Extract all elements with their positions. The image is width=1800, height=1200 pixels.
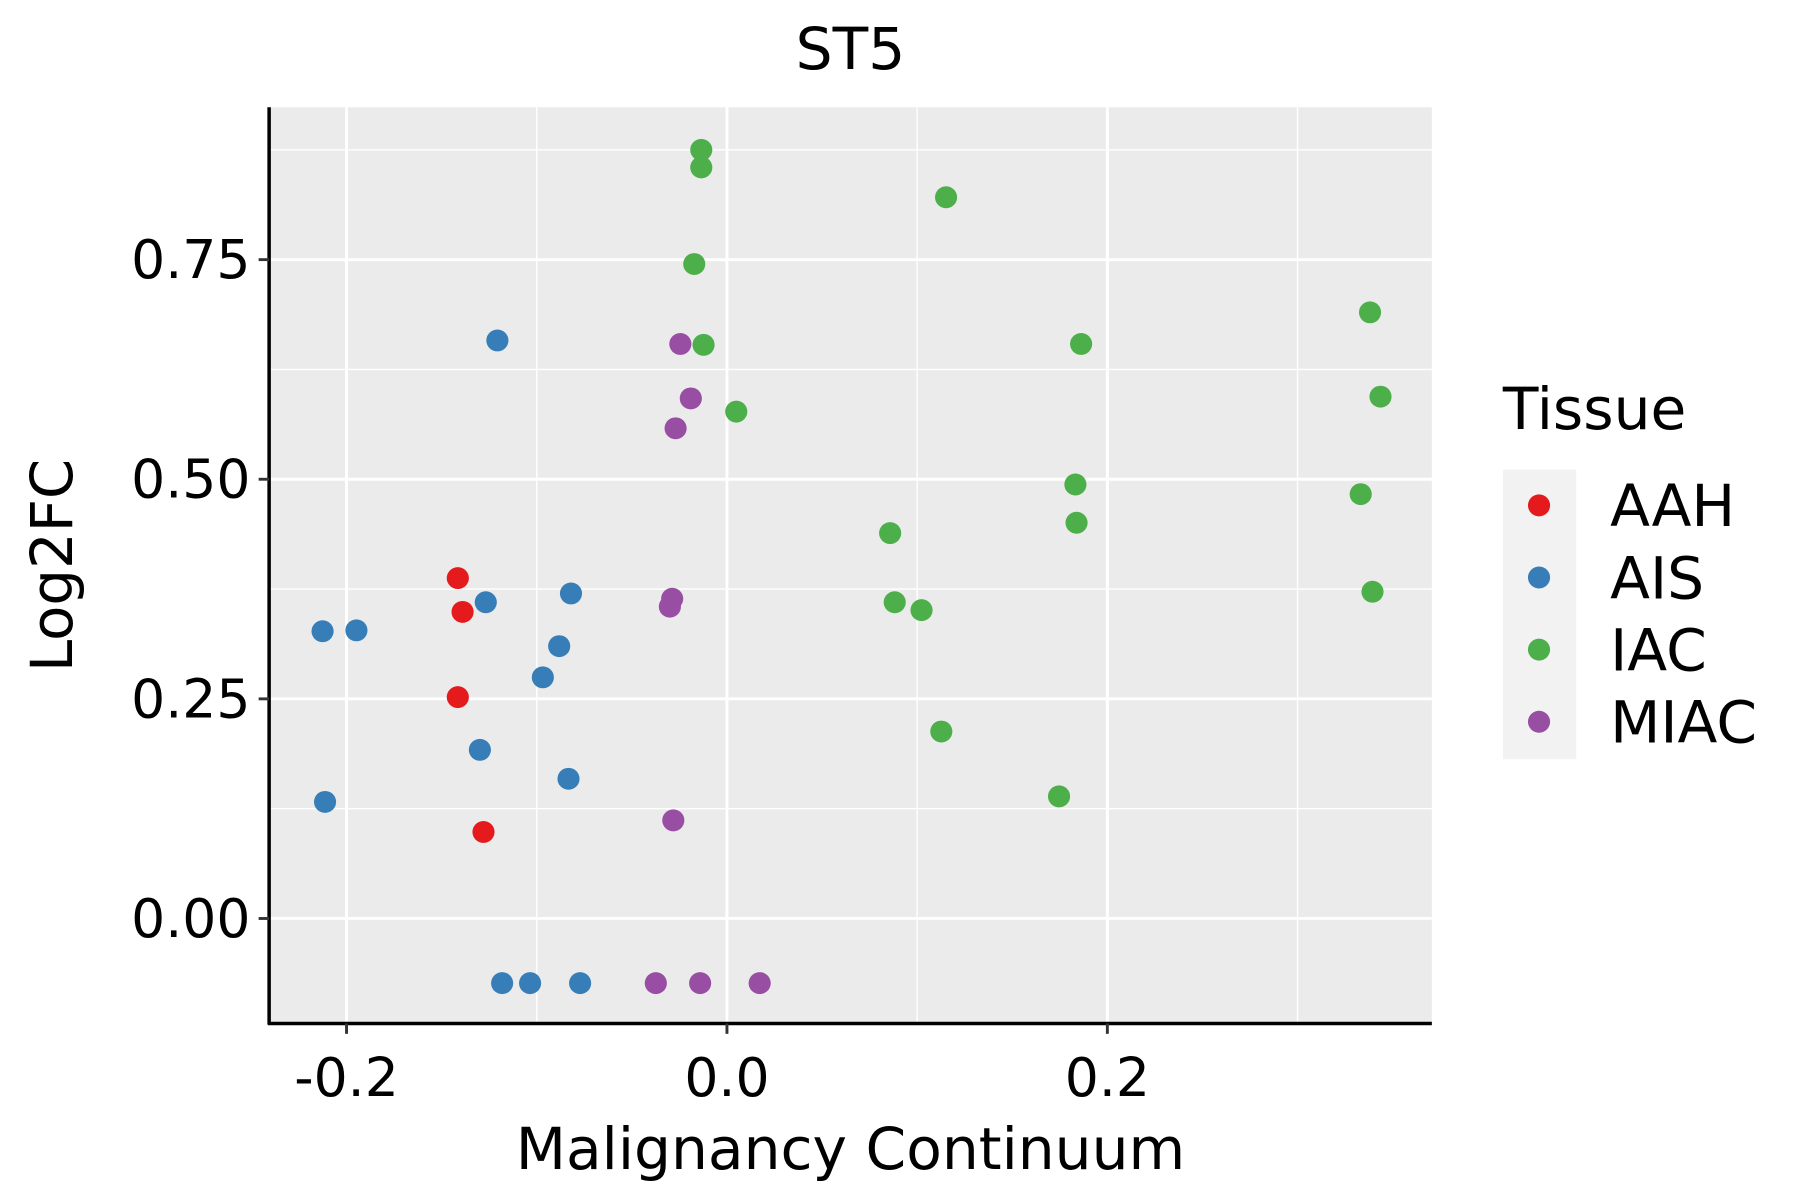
legend-label-ais: AIS xyxy=(1610,545,1704,613)
legend-key-miac xyxy=(1527,710,1551,733)
point-aah xyxy=(446,686,469,709)
point-iac xyxy=(1064,473,1087,496)
axis-ticks: -0.2 0.0 0.2 0.00 0.25 0.50 0.75 xyxy=(131,228,1150,1109)
point-miac xyxy=(748,972,771,995)
y-tick-label: 0.00 xyxy=(131,887,250,950)
point-ais xyxy=(559,582,583,605)
plot-panel xyxy=(269,107,1432,1024)
legend-label-iac: IAC xyxy=(1610,617,1707,685)
point-ais xyxy=(548,635,571,658)
point-ais xyxy=(491,972,514,995)
x-axis-label: Malignancy Continuum xyxy=(516,1115,1186,1183)
point-ais xyxy=(313,790,337,813)
point-iac xyxy=(1070,333,1093,355)
point-ais xyxy=(474,591,497,614)
point-miac xyxy=(644,972,667,995)
y-tick-label: 0.75 xyxy=(131,228,250,291)
point-iac xyxy=(1361,580,1384,603)
point-ais xyxy=(345,619,368,642)
point-ais xyxy=(311,620,334,643)
point-iac xyxy=(1047,785,1071,808)
point-iac xyxy=(1369,385,1392,408)
legend-key-iac xyxy=(1527,638,1551,661)
point-aah xyxy=(451,600,474,623)
point-aah xyxy=(472,820,495,843)
point-ais xyxy=(486,329,509,352)
y-tick-label: 0.25 xyxy=(131,668,250,731)
point-miac xyxy=(664,417,687,440)
legend-label-aah: AAH xyxy=(1610,472,1735,540)
chart-title: ST5 xyxy=(796,15,906,83)
x-tick-label: 0.2 xyxy=(1065,1046,1150,1109)
x-tick-label: -0.2 xyxy=(294,1046,399,1109)
point-iac xyxy=(934,186,958,209)
point-iac xyxy=(692,333,715,356)
legend-label-miac: MIAC xyxy=(1610,689,1757,757)
point-ais xyxy=(519,972,542,995)
point-iac xyxy=(910,599,933,622)
point-aah xyxy=(446,567,469,590)
point-iac xyxy=(1358,301,1382,324)
point-ais xyxy=(569,972,592,995)
point-iac xyxy=(725,400,748,423)
point-miac xyxy=(679,387,702,410)
point-ais xyxy=(557,767,580,790)
point-iac xyxy=(930,720,953,743)
x-tick-label: 0.0 xyxy=(684,1046,769,1109)
legend-key-ais xyxy=(1527,566,1551,589)
y-tick-label: 0.50 xyxy=(131,448,250,511)
legend-title: Tissue xyxy=(1502,375,1686,443)
point-ais xyxy=(468,738,491,761)
legend-key-aah xyxy=(1527,494,1551,517)
point-miac xyxy=(662,809,685,832)
point-iac xyxy=(683,253,706,275)
point-miac xyxy=(689,972,712,995)
point-miac xyxy=(658,595,681,618)
point-iac xyxy=(690,138,713,161)
point-iac xyxy=(1065,511,1088,534)
point-ais xyxy=(531,666,554,689)
data-points xyxy=(311,138,1392,995)
point-iac xyxy=(1349,483,1372,506)
point-iac xyxy=(883,591,906,614)
point-miac xyxy=(669,333,692,355)
y-axis-label: Log2FC xyxy=(18,459,86,672)
point-iac xyxy=(690,156,713,179)
point-iac xyxy=(879,522,902,545)
